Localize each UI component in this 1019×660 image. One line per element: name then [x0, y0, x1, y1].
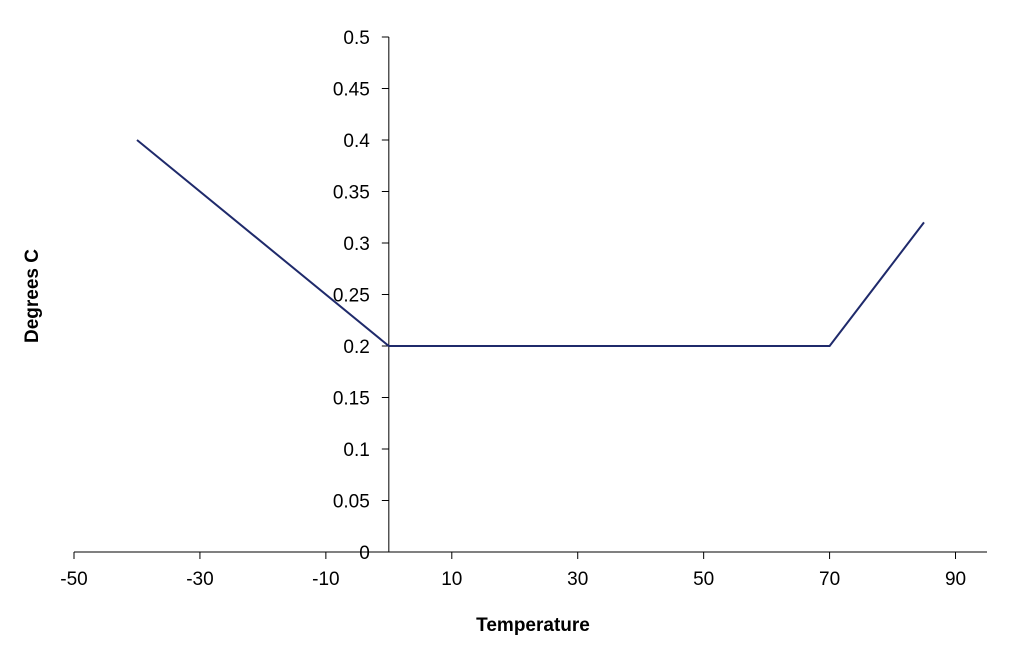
x-tick-label: 10	[441, 569, 462, 590]
series-layer	[136, 139, 925, 347]
x-tick-label: -50	[60, 569, 87, 590]
y-axis-title: Degrees C	[22, 249, 43, 343]
x-tick-label: 30	[567, 569, 588, 590]
x-tick-label: 90	[945, 569, 966, 590]
y-ticks: 0 0.05 0.1 0.15 0.2 0.25 0.3 0.35 0.4 0.45 0.5	[333, 28, 389, 564]
x-tick-label: -10	[312, 569, 339, 590]
y-tick-label: 0.4	[343, 131, 370, 152]
y-tick-label: 0.3	[343, 234, 369, 255]
series-line	[136, 139, 925, 347]
axes	[74, 37, 987, 553]
x-tick-label: -30	[186, 569, 213, 590]
x-tick-label: 50	[693, 569, 714, 590]
y-tick-label: 0.35	[333, 183, 370, 204]
y-tick-label: 0.45	[333, 80, 370, 101]
y-tick-label: 0.15	[333, 389, 370, 410]
y-tick-label: 0.25	[333, 286, 370, 307]
x-ticks: -50 -30 -10 10 30 50 70 90	[60, 552, 966, 590]
x-tick-label: 70	[819, 569, 840, 590]
y-tick-label: 0.05	[333, 492, 370, 513]
y-tick-label: 0.2	[343, 337, 369, 358]
x-axis-title: Temperature	[476, 615, 590, 636]
y-tick-label: 0.1	[343, 440, 369, 461]
y-tick-label: 0	[359, 543, 370, 564]
y-tick-label: 0.5	[343, 28, 369, 49]
